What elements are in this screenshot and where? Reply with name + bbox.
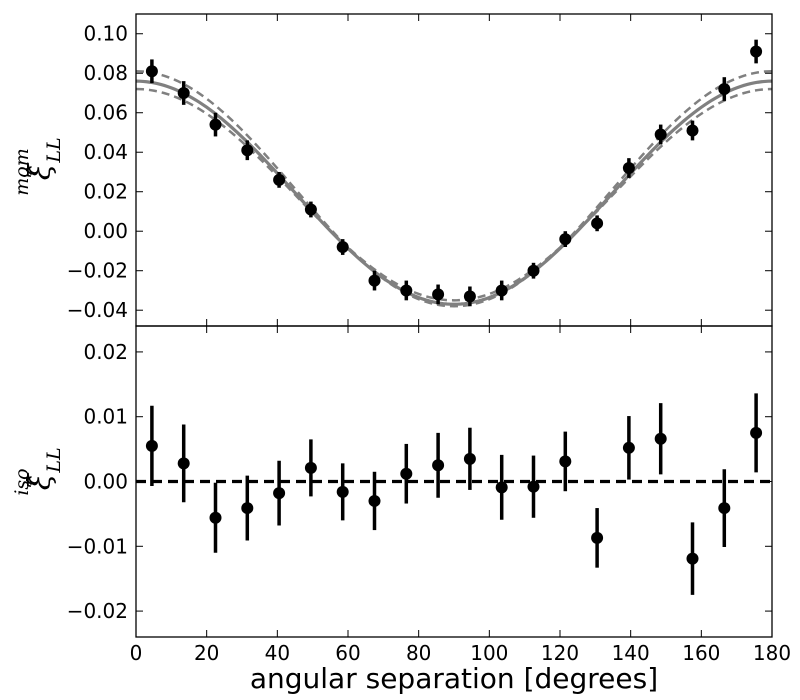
data-point (336, 485, 349, 498)
data-point (559, 233, 572, 246)
data-point (400, 284, 413, 297)
data-point (177, 86, 190, 99)
y-tick-label: 0.00 (83, 219, 128, 243)
data-point (622, 162, 635, 175)
x-tick-label: 60 (335, 641, 360, 665)
data-point (559, 455, 572, 468)
data-point (495, 481, 508, 494)
data-point (686, 124, 699, 137)
x-axis-title: angular separation [degrees] (250, 662, 658, 695)
data-point (591, 531, 604, 544)
x-tick-label: 40 (265, 641, 290, 665)
data-point (591, 217, 604, 230)
data-point (368, 494, 381, 507)
data-point (463, 290, 476, 303)
x-tick-label: 120 (541, 641, 579, 665)
bottom-y-axis-label: ξ̂ iso LL (11, 447, 65, 495)
data-point (209, 118, 222, 131)
data-point (622, 441, 635, 454)
top-ylabel-subscript: LL (43, 137, 65, 163)
data-point (527, 264, 540, 277)
top-data-points (145, 39, 763, 307)
top-y-axis-label: ξ̂ mom LL (11, 137, 65, 195)
bottom-ylabel-symbol: ξ̂ (23, 472, 58, 490)
bottom-ylabel-superscript: iso (11, 468, 33, 495)
top-y-ticks: −0.04 −0.02 0.00 0.02 0.04 0.06 0.08 0.10 (67, 14, 773, 326)
data-point (145, 65, 158, 78)
x-tick-label: 20 (194, 641, 219, 665)
data-point (718, 502, 731, 515)
top-plot-frame (135, 13, 773, 327)
top-ylabel-superscript: mom (11, 148, 33, 195)
y-tick-label: 0.06 (83, 101, 128, 125)
data-point (145, 439, 158, 452)
data-point (432, 288, 445, 301)
bottom-y-ticks: −0.02 −0.01 0.00 0.01 0.02 (67, 340, 772, 623)
fit-curve-solid (135, 79, 773, 306)
y-tick-label: 0.02 (83, 180, 128, 204)
y-tick-label: 0.10 (83, 22, 128, 46)
bottom-plot-frame (135, 325, 773, 638)
data-point (241, 144, 254, 157)
y-tick-label: 0.04 (83, 140, 128, 164)
y-tick-label: −0.01 (67, 534, 128, 558)
data-point (654, 432, 667, 445)
bottom-ylabel-subscript: LL (43, 447, 65, 473)
data-point (495, 284, 508, 297)
data-point (273, 487, 286, 500)
data-point (336, 241, 349, 254)
top-panel: −0.04 −0.02 0.00 0.02 0.04 0.06 0.08 0.10 ξ̂ mo… (11, 13, 773, 327)
data-point (718, 83, 731, 96)
y-tick-label: 0.08 (83, 61, 128, 85)
top-ylabel-symbol: ξ̂ (23, 162, 58, 180)
y-tick-label: 0.01 (83, 405, 128, 429)
data-point (686, 552, 699, 565)
y-tick-label: −0.04 (67, 298, 128, 322)
x-tick-label: 100 (470, 641, 508, 665)
data-point (368, 274, 381, 287)
y-tick-label: −0.02 (67, 259, 128, 283)
data-point (654, 128, 667, 141)
data-point (527, 480, 540, 493)
data-point (273, 173, 286, 186)
y-tick-label: −0.02 (67, 599, 128, 623)
bottom-data-points (145, 393, 763, 595)
bottom-x-ticks: 0 20 40 60 80 100 120 140 160 180 (130, 326, 791, 665)
x-tick-label: 140 (612, 641, 650, 665)
data-point (304, 203, 317, 216)
x-tick-label: 80 (406, 641, 431, 665)
data-point (750, 426, 763, 439)
data-point (209, 511, 222, 524)
data-point (304, 461, 317, 474)
x-tick-label: 0 (130, 641, 143, 665)
y-tick-label: 0.02 (83, 340, 128, 364)
data-point (177, 457, 190, 470)
y-tick-label: 0.00 (83, 470, 128, 494)
fit-curve-dashed (135, 70, 773, 308)
data-point (400, 467, 413, 480)
bottom-panel: −0.02 −0.01 0.00 0.01 0.02 0 20 40 60 80 100 120 14… (11, 325, 791, 695)
data-point (432, 459, 445, 472)
x-tick-label: 180 (753, 641, 791, 665)
data-point (750, 45, 763, 58)
x-tick-label: 160 (682, 641, 720, 665)
data-point (463, 452, 476, 465)
top-fit-curves (135, 70, 773, 308)
data-point (241, 502, 254, 515)
fit-curve-dashed (135, 87, 773, 302)
